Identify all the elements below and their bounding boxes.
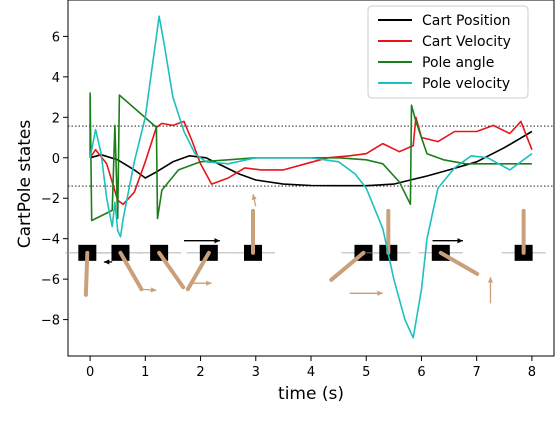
x-tick-label: 4 (307, 365, 315, 380)
force-arrow-head (377, 290, 383, 296)
force-arrow-head (487, 277, 494, 283)
x-tick-label: 6 (417, 365, 425, 380)
legend-label: Pole angle (422, 55, 494, 71)
series-line-pole-velocity (89, 15, 533, 339)
x-tick-label: 3 (252, 365, 260, 380)
x-tick-label: 1 (141, 365, 149, 380)
pole (118, 250, 144, 292)
y-tick-label: 4 (52, 71, 60, 86)
pole (157, 250, 186, 290)
x-tick-label: 2 (196, 365, 204, 380)
force-arrow-head (206, 280, 212, 286)
legend-box (367, 5, 529, 99)
x-axis-label: time (s) (278, 384, 344, 404)
legend-label: Cart Position (422, 13, 511, 29)
y-tick-label: −4 (41, 233, 60, 248)
x-tick-label: 8 (528, 365, 536, 380)
force-arrow-head (214, 238, 220, 244)
y-tick-label: −2 (41, 192, 60, 207)
legend-label: Pole velocity (422, 76, 510, 92)
y-tick-label: 2 (52, 111, 60, 126)
cartpole-illustrations (65, 194, 546, 304)
x-tick-label: 0 (86, 365, 94, 380)
series-line-cart-velocity (89, 116, 533, 206)
legend-label: Cart Velocity (422, 34, 511, 50)
y-tick-label: 6 (52, 30, 60, 45)
series-line-cart-position (89, 130, 533, 187)
y-axis-label: CartPole states (15, 120, 35, 249)
force-arrow-head (251, 194, 257, 201)
legend: Cart Position Cart Velocity Pole angle Pole… (367, 5, 529, 99)
force-arrow-head (457, 238, 463, 244)
x-tick-label: 5 (362, 365, 370, 380)
force-arrow-head (150, 287, 157, 293)
y-tick-label: −8 (41, 314, 60, 329)
y-tick-label: 0 (52, 152, 60, 167)
pole (83, 250, 90, 297)
pole (438, 250, 480, 276)
force-arrow-head (103, 259, 110, 265)
x-tick-label: 7 (473, 365, 481, 380)
y-tick-label: −6 (41, 273, 60, 288)
pole (329, 250, 366, 282)
